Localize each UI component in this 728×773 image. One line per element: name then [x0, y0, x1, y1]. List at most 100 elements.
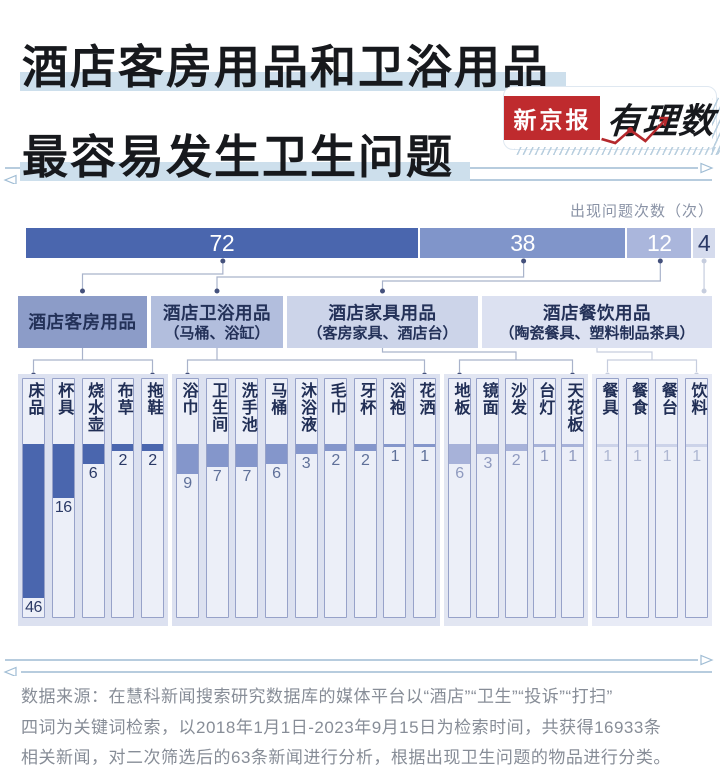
- item-value: 1: [540, 448, 549, 465]
- item-value: 6: [88, 465, 98, 482]
- group-panel: 浴巾 9 卫生间 7 洗手池 7 马桶 6 沐浴液 3 毛巾 2 牙杯 2 浴袍 1 花洒 1: [172, 374, 440, 626]
- source-line: 相关新闻，对二次筛选后的63条新闻进行分析，根据出现卫生问题的物品进行分类。: [21, 748, 671, 767]
- item-bar: 卫生间 7: [205, 378, 229, 618]
- bar-fill: [562, 444, 583, 447]
- item-label: 马桶: [268, 382, 286, 416]
- title-line-2: 最容易发生卫生问题: [20, 112, 566, 202]
- bar-fill: [477, 444, 499, 454]
- bar-fill: [23, 444, 44, 598]
- item-label: 天花板: [564, 382, 582, 433]
- item-label: 拖鞋: [144, 382, 162, 416]
- page-title: 酒店客房用品和卫浴用品 最容易发生卫生问题: [20, 22, 566, 202]
- bar-fill: [414, 444, 435, 447]
- item-bar: 拖鞋 2: [141, 378, 164, 618]
- data-source-note: 数据来源：在慧科新闻搜索研究数据库的媒体平台以“酒店”“卫生”“投诉”“打扫” …: [21, 682, 715, 773]
- item-value: 6: [455, 465, 464, 482]
- connector-dot: [214, 288, 220, 294]
- item-bar: 地板 6: [448, 378, 471, 618]
- item-label: 沐浴液: [298, 382, 315, 433]
- connector-line: [186, 359, 426, 372]
- item-value: 1: [603, 448, 612, 465]
- item-value: 1: [420, 448, 429, 465]
- item-bar: 餐台 1: [655, 378, 679, 618]
- bar-fill: [325, 444, 347, 451]
- item-value: 16: [54, 499, 72, 516]
- bar-segment: 38: [419, 228, 628, 258]
- item-label: 杯具: [55, 382, 73, 416]
- category-box: 酒店家具用品 （客房家具、酒店台）: [287, 296, 478, 348]
- item-bar: 烧水壶 6: [81, 378, 105, 618]
- publisher-logo: 新京报 有理数: [503, 86, 720, 155]
- item-label: 烧水壶: [85, 382, 102, 433]
- item-value: 9: [183, 475, 192, 492]
- item-value: 2: [148, 452, 157, 469]
- connector-dot: [521, 258, 527, 264]
- item-value: 46: [25, 599, 42, 616]
- item-label: 毛巾: [327, 382, 345, 416]
- item-bar: 镜面 3: [476, 378, 500, 618]
- item-label: 镜面: [479, 382, 497, 416]
- item-value: 1: [662, 448, 672, 465]
- bar-fill: [295, 444, 317, 454]
- bar-fill: [626, 444, 648, 447]
- bar-fill: [505, 444, 527, 451]
- bar-fill: [656, 444, 678, 447]
- item-value: 1: [568, 448, 577, 465]
- connector-dot: [701, 258, 707, 264]
- triangle-right-icon: [3, 666, 17, 678]
- item-value: 3: [483, 455, 493, 472]
- connector-line: [458, 359, 574, 372]
- item-label: 床品: [25, 382, 43, 416]
- bar-fill: [354, 444, 376, 451]
- item-value: 2: [331, 452, 340, 469]
- bar-segment: 72: [26, 228, 420, 258]
- footer-divider: [0, 650, 728, 678]
- item-value: 3: [301, 455, 311, 472]
- item-value: 6: [272, 465, 281, 482]
- category-box: 酒店卫浴用品 （马桶、浴缸）: [151, 296, 283, 348]
- connector-line: [32, 359, 154, 372]
- item-value: 7: [212, 468, 222, 485]
- item-label: 牙杯: [357, 382, 375, 416]
- item-label: 餐台: [658, 382, 676, 416]
- bar-fill: [112, 444, 134, 451]
- bar-fill: [82, 444, 104, 464]
- item-label: 洗手池: [238, 382, 256, 433]
- triangle-left-icon: [700, 162, 714, 174]
- item-label: 花洒: [416, 382, 434, 416]
- item-bar: 餐具 1: [596, 378, 619, 618]
- group-panel: 餐具 1 餐食 1 餐台 1 饮料 1: [592, 374, 712, 626]
- title-line-1: 酒店客房用品和卫浴用品: [20, 22, 566, 112]
- item-value: 1: [692, 448, 701, 465]
- bar-fill: [206, 444, 228, 467]
- column-name-logo: 有理数: [601, 93, 718, 144]
- bar-fill: [236, 444, 258, 467]
- item-bar: 沐浴液 3: [294, 378, 318, 618]
- bar-fill: [597, 444, 618, 447]
- item-bar: 床品 46: [22, 378, 45, 618]
- connector-dot: [220, 258, 226, 264]
- bar-segment: 4: [693, 228, 715, 258]
- item-bar: 台灯 1: [532, 378, 556, 618]
- item-bar: 浴袍 1: [383, 378, 407, 618]
- item-bar: 天花板 1: [561, 378, 584, 618]
- category-box: 酒店餐饮用品 （陶瓷餐具、塑料制品茶具）: [482, 296, 712, 348]
- item-label: 餐具: [599, 382, 617, 416]
- category-subtitle: （客房家具、酒店台）: [307, 324, 458, 342]
- stacked-bar: 72 38 12 4: [26, 228, 715, 258]
- source-line: 四词为关键词检索，以2018年1月1日-2023年9月15日为检索时间，共获得1…: [21, 717, 662, 737]
- item-label: 卫生间: [209, 382, 227, 433]
- item-label: 沙发: [508, 382, 525, 416]
- connector-line: [606, 359, 698, 372]
- bar-fill: [685, 444, 707, 447]
- axis-unit-label: 出现问题次数（次）: [569, 203, 714, 220]
- category-name: 酒店家具用品: [328, 302, 437, 323]
- category-name: 酒店餐饮用品: [543, 302, 651, 323]
- item-bar: 杯具 16: [51, 378, 75, 618]
- connector-line: [81, 261, 224, 291]
- item-bar: 毛巾 2: [324, 378, 348, 618]
- connector-line: [596, 348, 653, 360]
- bar-fill: [52, 444, 74, 498]
- group-panel: 地板 6 镜面 3 沙发 2 台灯 1 天花板 1: [444, 374, 588, 626]
- item-value: 1: [390, 448, 400, 465]
